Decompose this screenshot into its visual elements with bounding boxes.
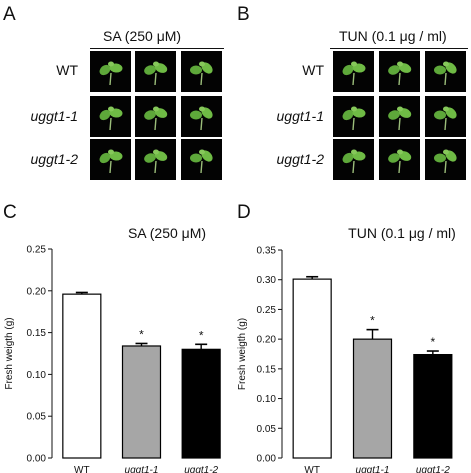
chart-c-bar-WT xyxy=(62,293,102,459)
chart-c-y-tick-label: 0.20 xyxy=(27,286,47,297)
chart-c-bar-uggt1-1 xyxy=(121,345,162,459)
panel-a-title: SA (250 μM) xyxy=(103,28,182,44)
chart-d-title: TUN (0.1 μg / ml) xyxy=(348,225,456,241)
panel-a-seedling-photo-r1-c3 xyxy=(181,51,222,92)
panel-a-seedling-photo-r2-c2 xyxy=(135,96,176,137)
chart-c-title: SA (250 μM) xyxy=(128,225,206,241)
chart-c-x-tick-label-WT: WT xyxy=(74,465,90,473)
panel-a-seedling-photo-r2-c3 xyxy=(181,96,222,137)
chart-d-y-tick-label: 0.30 xyxy=(257,275,277,286)
chart-c-y-tick-label: 0.00 xyxy=(27,454,47,465)
panel-b-seedling-photo-r1-c2 xyxy=(379,51,420,92)
chart-d-bar-uggt1-2 xyxy=(413,353,453,459)
panel-a-row-label-wt: WT xyxy=(56,62,78,78)
panel-letter-a: A xyxy=(3,4,16,25)
panel-a-seedling-photo-r3-c2 xyxy=(135,139,176,180)
panel-a-seedling-photo-r3-c1 xyxy=(90,139,131,180)
panel-b-seedling-photo-r3-c1 xyxy=(333,139,374,180)
panel-b-seedling-photo-r1-c3 xyxy=(425,51,466,92)
chart-c-significance-uggt1-2: * xyxy=(199,328,204,342)
panel-a-seedling-photo-r3-c3 xyxy=(181,139,222,180)
chart-d-x-tick-label-uggt1-1: uggt1-1 xyxy=(356,465,390,473)
chart-d-significance-uggt1-2: * xyxy=(430,335,435,349)
chart-d-y-tick-label: 0.05 xyxy=(257,424,277,435)
chart-c-bar-uggt1-2 xyxy=(181,348,221,459)
panel-b-seedling-photo-r3-c2 xyxy=(379,139,420,180)
panel-a-row-label-uggt1-2: uggt1-2 xyxy=(30,151,78,167)
chart-d-y-tick-label: 0.00 xyxy=(257,454,277,465)
panel-letter-c: C xyxy=(3,202,17,223)
chart-c-y-tick-label: 0.25 xyxy=(27,245,47,256)
panel-b-row-label-uggt1-1: uggt1-1 xyxy=(276,108,324,124)
panel-b-seedling-photo-r2-c2 xyxy=(379,96,420,137)
panel-b-seedling-photo-r3-c3 xyxy=(425,139,466,180)
chart-c-y-tick-label: 0.05 xyxy=(27,412,47,423)
chart-d: TUN (0.1 μg / ml) Fresh weigth (g) 0.00 0.0… xyxy=(237,225,456,473)
chart-d-bar-WT xyxy=(292,278,332,459)
chart-c-y-tick-label: 0.15 xyxy=(27,328,47,339)
chart-d-x-tick-label-uggt1-2: uggt1-2 xyxy=(416,465,450,473)
chart-d-y-tick-label: 0.10 xyxy=(257,394,277,405)
chart-d-significance-uggt1-1: * xyxy=(370,314,375,328)
chart-d-y-tick-label: 0.20 xyxy=(257,335,277,346)
chart-d-y-tick-label: 0.25 xyxy=(257,305,277,316)
chart-c-x-tick-label-uggt1-2: uggt1-2 xyxy=(184,465,218,473)
panel-b-row-label-uggt1-2: uggt1-2 xyxy=(276,151,324,167)
panel-b-seedling-photo-r2-c1 xyxy=(333,96,374,137)
panel-b-seedling-photo-r2-c3 xyxy=(425,96,466,137)
panel-b-seedling-photo-r1-c1 xyxy=(333,51,374,92)
panel-a-row-label-uggt1-1: uggt1-1 xyxy=(30,108,78,124)
panel-b-title: TUN (0.1 μg / ml) xyxy=(339,28,447,44)
chart-c-y-tick-label: 0.10 xyxy=(27,370,47,381)
panel-a-seedling-photo-r1-c2 xyxy=(135,51,176,92)
panel-a-seedling-photo-r2-c1 xyxy=(90,96,131,137)
chart-d-bar-uggt1-1 xyxy=(352,338,393,459)
panel-letter-d: D xyxy=(237,202,251,223)
panel-letter-b: B xyxy=(237,4,250,25)
chart-d-x-tick-label-WT: WT xyxy=(304,465,320,473)
chart-c-y-axis-label: Fresh weigth (g) xyxy=(4,317,15,389)
panel-b-underline xyxy=(330,48,468,49)
chart-c-x-tick-label-uggt1-1: uggt1-1 xyxy=(125,465,159,473)
panel-a-seedling-photo-r1-c1 xyxy=(90,51,131,92)
chart-c: SA (250 μM) Fresh weigth (g) 0.00 0.05 0.10 0… xyxy=(4,225,221,473)
chart-d-y-axis-label: Fresh weigth (g) xyxy=(237,318,248,390)
panel-a-underline xyxy=(90,48,224,49)
chart-c-significance-uggt1-1: * xyxy=(139,327,144,341)
panel-b-row-label-wt: WT xyxy=(302,62,324,78)
chart-d-y-tick-label: 0.15 xyxy=(257,364,277,375)
chart-d-y-tick-label: 0.35 xyxy=(257,246,277,257)
